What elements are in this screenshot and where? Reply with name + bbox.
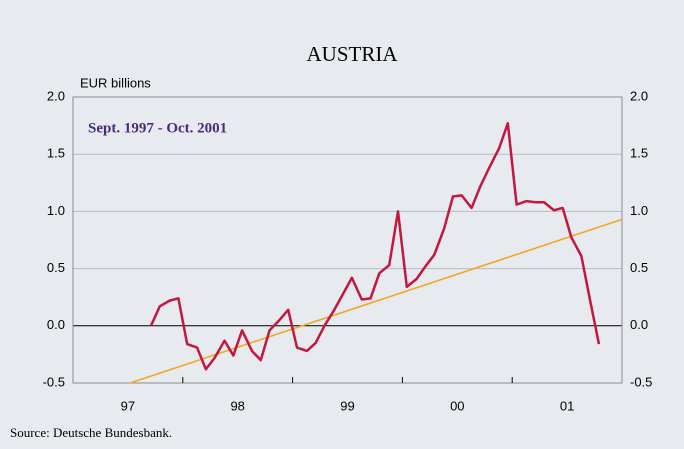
y-axis-label: EUR billions (80, 75, 151, 90)
x-tick-label: 01 (560, 398, 574, 413)
y2-tick-label: -0.5 (630, 374, 652, 389)
y-tick-label: 0.5 (47, 260, 65, 275)
y2-tick-label: 0.5 (630, 260, 648, 275)
y-tick-label: 2.0 (47, 88, 65, 103)
x-tick-label: 97 (121, 398, 135, 413)
chart-title: AUSTRIA (306, 42, 398, 66)
y2-tick-label: 0.0 (630, 317, 648, 332)
line-series (149, 122, 601, 371)
y-tick-label: 0.0 (47, 317, 65, 332)
y2-tick-label: 2.0 (630, 88, 648, 103)
x-tick-label: 98 (230, 398, 244, 413)
y2-tick-label: 1.5 (630, 146, 648, 161)
source: Source: Deutsche Bundesbank. (10, 425, 172, 440)
line-series (129, 218, 623, 384)
y-tick-label: -0.5 (43, 374, 65, 389)
x-tick-label: 99 (340, 398, 354, 413)
x-tick-label: 00 (450, 398, 464, 413)
y-tick-label: 1.0 (47, 203, 65, 218)
y2-tick-label: 1.0 (630, 203, 648, 218)
y-tick-label: 1.5 (47, 146, 65, 161)
plot-frame (72, 96, 623, 384)
subtitle: Sept. 1997 - Oct. 2001 (88, 120, 227, 136)
